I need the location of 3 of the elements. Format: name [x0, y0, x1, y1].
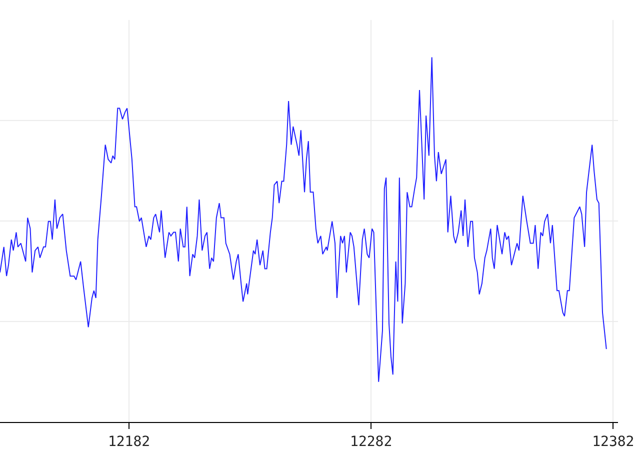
x-tick-label: 12282 [350, 434, 392, 450]
x-tick-label: 12182 [108, 434, 150, 450]
x-tick-label: 12382 [592, 434, 634, 450]
